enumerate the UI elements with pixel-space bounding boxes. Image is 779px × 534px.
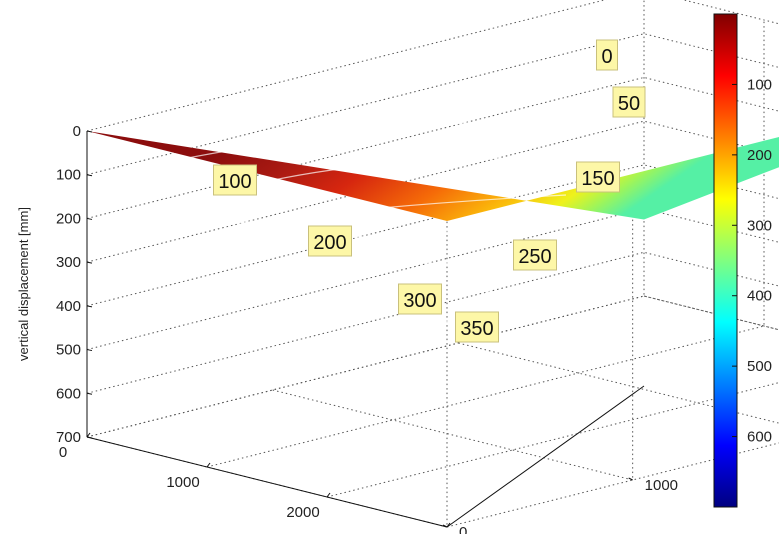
grid-line-x [86,0,645,438]
z-axis-label: vertical displacement [mm] [16,207,31,361]
y-axis-line [446,385,645,528]
contour-label: 250 [513,239,557,271]
contour-label-text: 250 [518,246,551,268]
colorbar: 100 200 300 400 500 600 [713,13,772,508]
contour-label-text: 150 [581,168,614,190]
z-tick-label: 600 [56,385,81,402]
z-tick-mark [86,261,93,264]
contour-label: 200 [308,225,352,257]
z-tick-label: 0 [73,123,81,140]
x-tick-label: 1000 [166,474,199,491]
grid-line-z [86,208,779,351]
contour-label: 0 [596,39,618,71]
x-tick-mark [446,522,451,528]
surface [87,131,779,221]
contour-label: 100 [213,164,257,196]
colorbar-tick-label: 400 [747,288,772,305]
axis-ticks: 0100200300400500600700010002000300001000… [56,123,678,534]
contour-labels: 0 50 100 150 200 250 300 350 [213,39,646,343]
z-tick-mark [86,349,93,352]
z-tick-mark [86,305,93,308]
x-tick-mark [206,462,211,468]
colorbar-tick-label: 100 [747,76,772,93]
contour-label-box [455,311,499,343]
contour-label-text: 100 [218,171,251,193]
contour-label: 350 [455,311,499,343]
contour-label: 300 [398,283,442,315]
contour-label-text: 300 [403,290,436,312]
y-tick-label: 1000 [645,477,678,494]
contour-label-text: 200 [313,232,346,254]
colorbar-tick-label: 300 [747,217,772,234]
contour-label-box [213,164,257,196]
y-tick-mark [442,524,448,528]
contour-line [167,111,631,163]
z-tick-mark [86,392,93,395]
x-tick-label: 0 [59,444,67,461]
contour-line [261,227,545,249]
y-tick-label: 0 [459,524,467,534]
contour-label-box [513,239,557,271]
contour-label-box [398,283,442,315]
contour-line [299,262,521,275]
z-tick-label: 200 [56,210,81,227]
z-tick-label: 500 [56,342,81,359]
x-tick-label: 2000 [286,504,319,521]
axes-frame [86,131,645,528]
grid-line-z [86,295,779,438]
contour-label-text: 0 [601,46,612,68]
contour-label-box [308,225,352,257]
colorbar-tick-label: 600 [747,429,772,446]
z-tick-mark [86,130,93,133]
grid-line-z [86,251,779,394]
grid-line-y [272,174,634,481]
contour-line [231,194,567,225]
y-tick-mark [628,477,633,481]
x-tick-mark [326,492,331,498]
z-tick-mark [86,174,93,177]
z-tick-label: 300 [56,254,81,271]
contour-label: 150 [576,161,620,193]
contour-label-box [576,161,620,193]
grid-line-x [206,20,765,468]
z-tick-label: 400 [56,298,81,315]
colorbar-tick-label: 200 [747,147,772,164]
x-axis-line [86,436,448,528]
contour-label-text: 350 [460,318,493,340]
grid-line-z [86,0,779,132]
z-tick-mark [86,436,93,439]
contour-label-text: 50 [618,93,640,115]
contour-label: 50 [612,86,646,118]
x-tick-mark [86,432,91,438]
colorbar-tick-label: 500 [747,358,772,375]
contour-label-box [612,86,646,118]
colorbar-gradient-bar [713,13,738,508]
z-tick-label: 100 [56,167,81,184]
contour-label-box [596,39,618,71]
z-tick-label: 700 [56,429,81,446]
z-tick-mark [86,217,93,220]
grid-line-y [86,221,448,528]
